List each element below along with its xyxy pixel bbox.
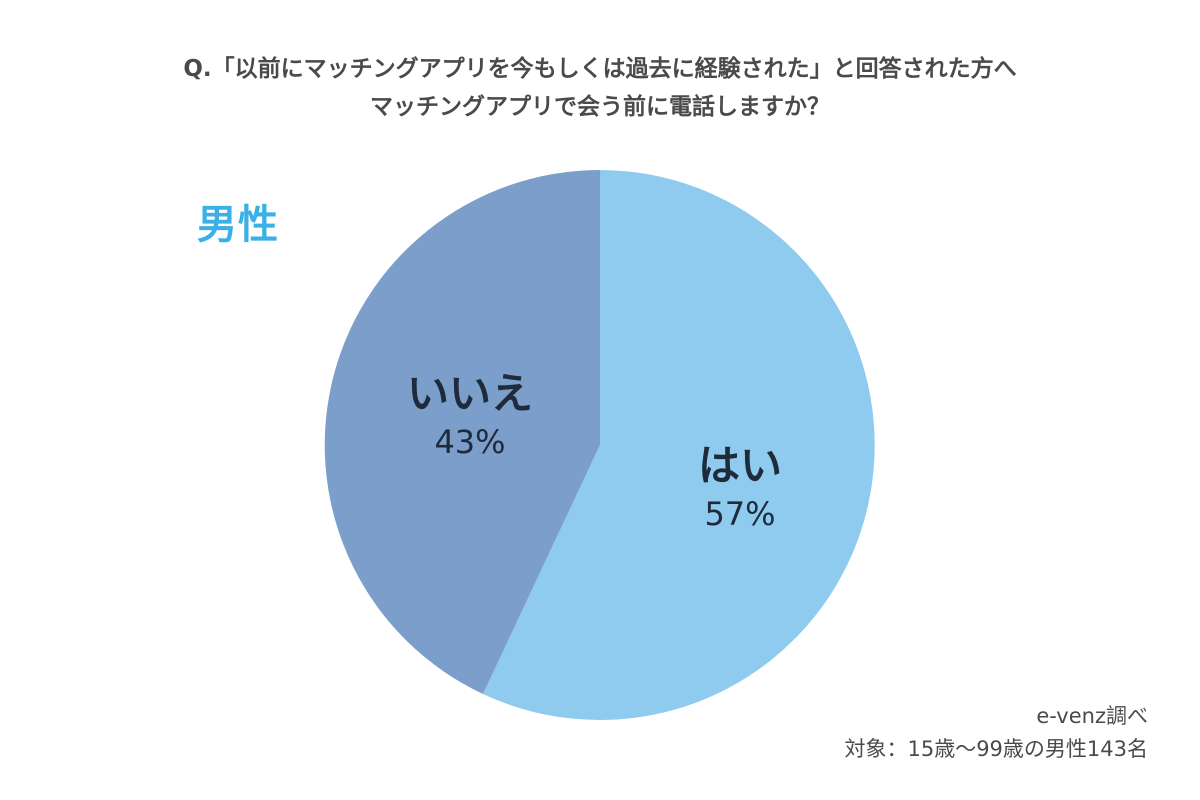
chart-title-line-2: マッチングアプリで会う前に電話しますか？ [370,94,830,120]
pie-slice-no [324,169,600,694]
slice-name-yes: はい [697,441,782,490]
target-note: 対象：15歳〜99歳の男性143名 [844,737,1148,761]
source-note: e-venz調べ [1036,704,1148,728]
slice-percent-no: 43% [434,423,506,461]
chart-title-line-1: Q.「以前にマッチングアプリを今もしくは過去に経験された」と回答された方へ [183,56,1017,82]
footnote: e-venz調べ 対象：15歳〜99歳の男性143名 [844,700,1148,766]
pie-slice-yes [483,170,875,720]
slice-label-no: いいえ 43% [365,368,575,464]
slice-label-yes: はい 57% [645,440,835,536]
slice-name-no: いいえ [406,369,533,418]
chart-title: Q.「以前にマッチングアプリを今もしくは過去に経験された」と回答された方へ マッ… [0,50,1200,126]
segment-label: 男性 [197,202,279,248]
slice-percent-yes: 57% [704,495,776,533]
